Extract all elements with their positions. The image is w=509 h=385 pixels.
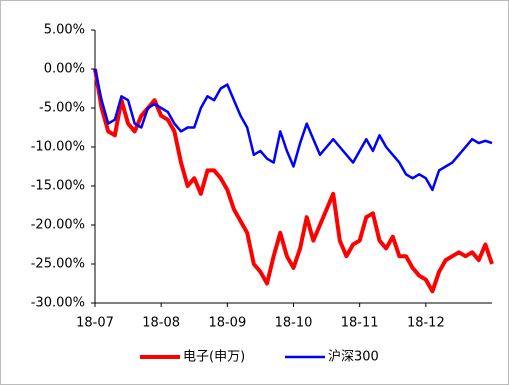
legend-label: 沪深300 [328, 349, 379, 365]
y-tick-label: -30.00% [31, 296, 85, 311]
y-tick-label: 0.00% [44, 62, 85, 77]
x-tick-label: 18-12 [407, 316, 445, 331]
y-tick-label: 5.00% [44, 23, 85, 38]
x-tick-label: 18-09 [208, 316, 246, 331]
series-line [93, 68, 494, 294]
y-tick-label: -10.00% [31, 140, 85, 155]
y-tick-label: -25.00% [31, 257, 85, 272]
x-tick-label: 18-07 [76, 316, 114, 331]
y-tick-label: -20.00% [31, 218, 85, 233]
y-tick-label: -5.00% [39, 101, 85, 116]
y-tick-label: -15.00% [31, 179, 85, 194]
x-tick-label: 18-11 [341, 316, 379, 331]
series-line [93, 68, 493, 192]
x-tick-label: 18-10 [275, 316, 313, 331]
x-tick-label: 18-08 [142, 316, 180, 331]
legend-label: 电子(申万) [183, 350, 245, 365]
